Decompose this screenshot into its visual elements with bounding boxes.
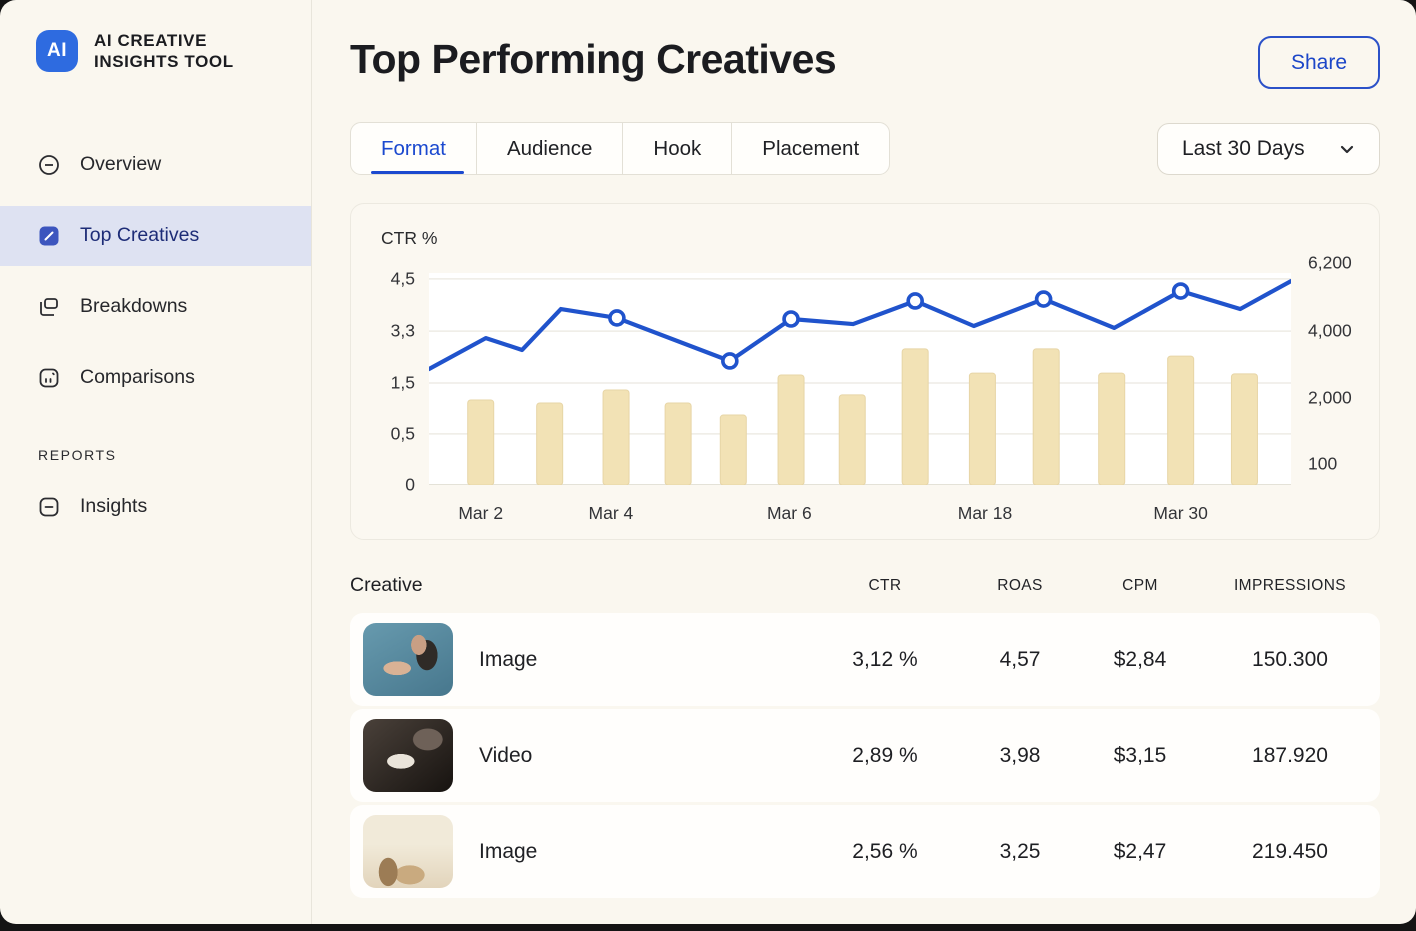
chart-plot-area [429, 273, 1291, 485]
ctr-value: 3,12 % [852, 647, 918, 671]
date-range-select[interactable]: Last 30 Days [1157, 122, 1380, 175]
cpm-value: $3,15 [1113, 743, 1167, 767]
stack-icon [38, 296, 60, 318]
sidebar-item-breakdowns[interactable]: Breakdowns [0, 277, 311, 337]
impressions-value: 187.920 [1252, 743, 1328, 767]
creatives-table: Image 3,12 % 4,57 $2,84 150.300 Video 2,… [350, 613, 1380, 898]
cpm-value: $2,47 [1113, 839, 1167, 863]
creative-type: Image [479, 839, 538, 863]
table-row[interactable]: Video 2,89 % 3,98 $3,15 187.920 [350, 709, 1380, 802]
creative-thumbnail [363, 815, 453, 888]
table-row[interactable]: Image 2,56 % 3,25 $2,47 219.450 [350, 805, 1380, 898]
creative-type: Image [479, 647, 538, 671]
app-name-line1: AI CREATIVE [94, 31, 208, 50]
creative-thumbnail [363, 623, 453, 696]
sidebar-nav: Overview Top Creatives Breakdowns Compar… [0, 135, 311, 548]
sidebar-item-insights[interactable]: Insights [0, 477, 311, 537]
ctr-value: 2,89 % [852, 743, 918, 767]
date-range-value: Last 30 Days [1182, 136, 1305, 160]
column-header-ctr: CTR [868, 576, 902, 594]
page-header: Top Performing Creatives Share [350, 36, 1380, 89]
roas-value: 4,57 [999, 647, 1041, 671]
left-axis-tick: 0 [405, 474, 415, 495]
creative-type: Video [479, 743, 533, 767]
column-header-creative: Creative [350, 574, 423, 596]
sidebar-item-overview[interactable]: Overview [0, 135, 311, 195]
table-row[interactable]: Image 3,12 % 4,57 $2,84 150.300 [350, 613, 1380, 706]
creative-cell: Image [350, 623, 810, 696]
minus-circle-icon [38, 154, 60, 176]
app-name-line2: INSIGHTS TOOL [94, 52, 234, 72]
chart-y-axis-title: CTR % [381, 228, 438, 248]
tab-audience[interactable]: Audience [477, 123, 624, 174]
creative-cell: Image [350, 815, 810, 888]
page-title: Top Performing Creatives [350, 36, 837, 82]
app-name: AI CREATIVE INSIGHTS TOOL [94, 30, 234, 73]
share-button[interactable]: Share [1258, 36, 1380, 89]
column-header-roas: ROAS [997, 576, 1043, 594]
ctr-impressions-chart-card: CTR % 4,5 3,3 1,5 0,5 0 6,200 4,000 2,000 100 Mar… [350, 203, 1380, 540]
creative-thumbnail [363, 719, 453, 792]
x-axis-tick: Mar 2 [458, 503, 504, 523]
sidebar-item-comparisons[interactable]: Comparisons [0, 348, 311, 408]
sidebar-item-label: Breakdowns [80, 295, 188, 317]
chart-plot-svg [429, 278, 1291, 485]
sidebar-item-top-creatives[interactable]: Top Creatives [0, 205, 311, 266]
pencil-square-icon [38, 225, 60, 247]
table-header: Creative CTR ROAS CPM IMPRESSIONS [350, 574, 1380, 597]
sidebar-item-label: Top Creatives [80, 224, 200, 246]
right-axis-tick: 2,000 [1308, 387, 1352, 408]
left-axis-tick: 3,3 [390, 320, 415, 341]
impressions-value: 219.450 [1252, 839, 1328, 863]
creative-cell: Video [350, 719, 810, 792]
tab-placement[interactable]: Placement [732, 123, 889, 174]
main-content: Top Performing Creatives Share Format Au… [312, 0, 1416, 924]
tab-hook[interactable]: Hook [623, 123, 733, 174]
right-axis-tick: 4,000 [1308, 320, 1352, 341]
impressions-value: 150.300 [1252, 647, 1328, 671]
minus-square-icon [38, 496, 60, 518]
chevron-down-icon [1337, 139, 1357, 159]
tab-format[interactable]: Format [351, 123, 477, 174]
right-axis-tick: 100 [1308, 453, 1338, 474]
app-logo: AI AI CREATIVE INSIGHTS TOOL [0, 30, 311, 73]
x-axis-tick: Mar 30 [1153, 503, 1208, 523]
right-axis-tick: 6,200 [1308, 252, 1352, 273]
sidebar-section-reports: REPORTS [38, 446, 117, 463]
sidebar: AI AI CREATIVE INSIGHTS TOOL Overview To… [0, 0, 312, 924]
panel-dots-icon [38, 367, 60, 389]
sidebar-item-label: Insights [80, 495, 148, 517]
controls-row: Format Audience Hook Placement Last 30 D… [350, 122, 1380, 175]
sidebar-item-label: Overview [80, 153, 162, 175]
x-axis-tick: Mar 6 [766, 503, 812, 523]
cpm-value: $2,84 [1113, 647, 1167, 671]
ctr-value: 2,56 % [852, 839, 918, 863]
app-logo-icon: AI [36, 30, 78, 73]
x-axis-tick: Mar 4 [588, 503, 634, 523]
left-axis-tick: 4,5 [390, 268, 415, 289]
roas-value: 3,25 [999, 839, 1041, 863]
left-axis-tick: 0,5 [390, 423, 415, 444]
left-axis-tick: 1,5 [390, 372, 415, 393]
roas-value: 3,98 [999, 743, 1041, 767]
column-header-cpm: CPM [1122, 576, 1158, 594]
tab-group: Format Audience Hook Placement [350, 122, 891, 175]
x-axis-tick: Mar 18 [957, 503, 1013, 523]
column-header-impressions: IMPRESSIONS [1233, 576, 1347, 594]
sidebar-item-label: Comparisons [80, 366, 195, 388]
